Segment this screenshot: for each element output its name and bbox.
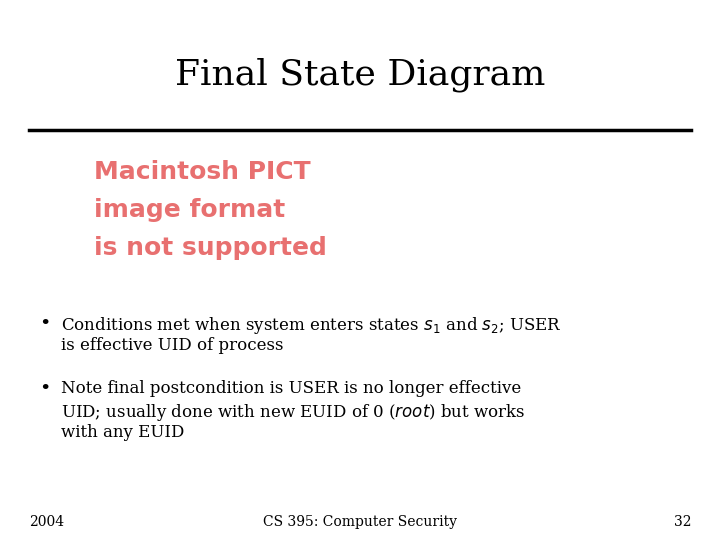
Text: Note final postcondition is USER is no longer effective: Note final postcondition is USER is no l… <box>61 380 521 397</box>
Text: •: • <box>40 315 51 333</box>
Text: UID; usually done with new EUID of 0 ($\mathit{root}$) but works: UID; usually done with new EUID of 0 ($\… <box>61 402 526 423</box>
Text: 32: 32 <box>674 515 691 529</box>
Text: 2004: 2004 <box>29 515 64 529</box>
Text: CS 395: Computer Security: CS 395: Computer Security <box>263 515 457 529</box>
Text: Macintosh PICT: Macintosh PICT <box>94 160 310 184</box>
Text: with any EUID: with any EUID <box>61 424 184 441</box>
Text: •: • <box>40 380 51 398</box>
Text: is not supported: is not supported <box>94 236 326 260</box>
Text: image format: image format <box>94 198 285 222</box>
Text: is effective UID of process: is effective UID of process <box>61 337 284 354</box>
Text: Conditions met when system enters states $s_1$ and $s_2$; USER: Conditions met when system enters states… <box>61 315 562 336</box>
Text: Final State Diagram: Final State Diagram <box>175 58 545 92</box>
